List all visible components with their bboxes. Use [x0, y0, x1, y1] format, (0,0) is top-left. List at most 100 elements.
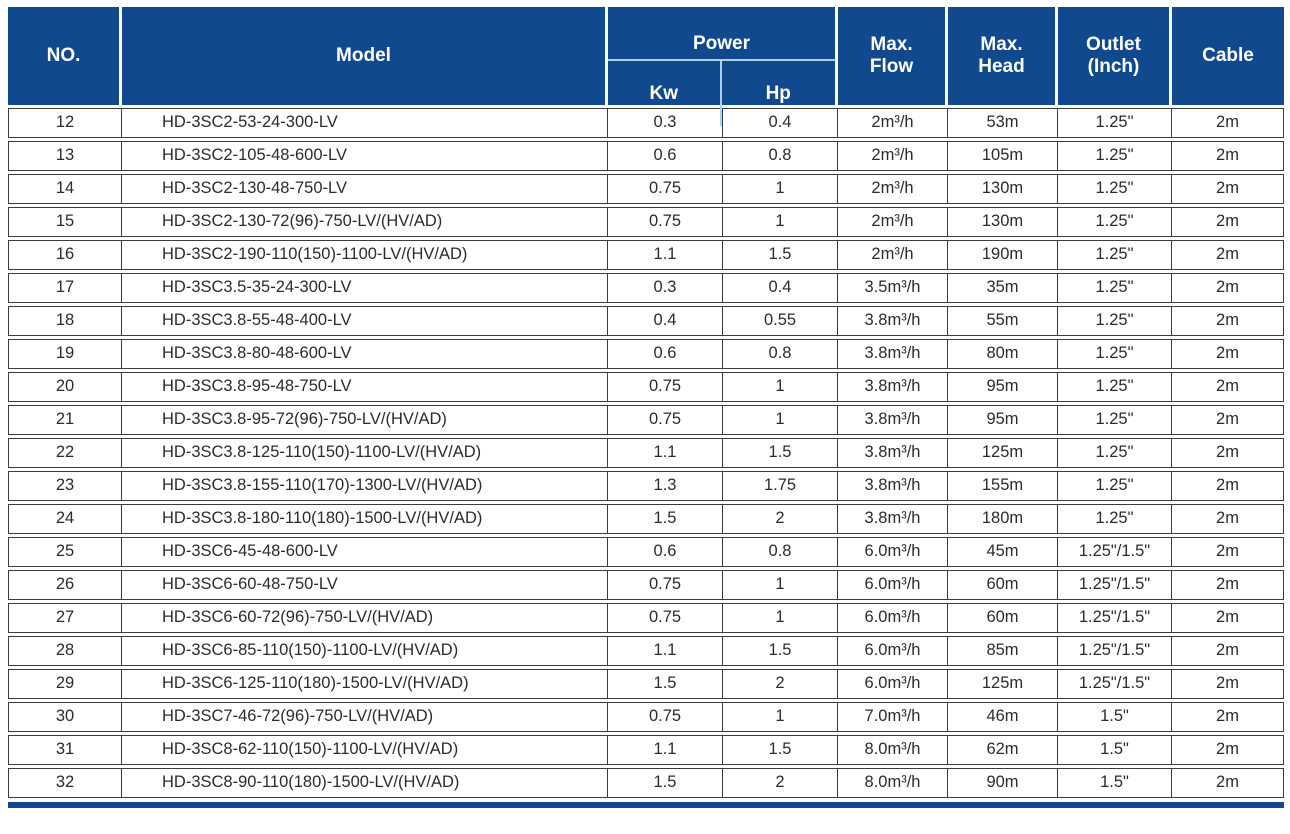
table-row: 26 HD-3SC6-60-48-750-LV 0.75 1 6.0m³/h 6…	[8, 569, 1284, 600]
cell-max-head: 53m	[948, 107, 1058, 138]
cell-no: 20	[8, 371, 122, 402]
cell-outlet: 1.25"	[1058, 470, 1172, 501]
cell-cable: 2m	[1172, 173, 1284, 204]
table-row: 27 HD-3SC6-60-72(96)-750-LV/(HV/AD) 0.75…	[8, 602, 1284, 633]
table-body: 1 2 HD-3SC2-53-24-300-LV 0.3 0.4 2m³/h 53…	[8, 107, 1284, 798]
header-model: Model	[122, 7, 608, 105]
cell-max-head: 45m	[948, 536, 1058, 567]
cell-kw: 0.3	[608, 272, 723, 303]
cell-hp: 2	[723, 668, 838, 699]
header-cable: Cable	[1172, 7, 1284, 105]
cell-max-head: 35m	[948, 272, 1058, 303]
cell-max-flow: 6.0m³/h	[838, 569, 948, 600]
power-subheaders: Kw Hp	[608, 60, 835, 127]
cell-kw: 0.75	[608, 173, 723, 204]
cell-max-flow: 3.8m³/h	[838, 371, 948, 402]
header-max-head: Max. Head	[948, 7, 1058, 105]
cell-model: HD-3SC3.8-125-110(150)-1100-LV/(HV/AD)	[122, 437, 608, 468]
cell-cable: 2m	[1172, 206, 1284, 237]
cell-max-flow: 3.8m³/h	[838, 338, 948, 369]
cell-cable: 2m	[1172, 536, 1284, 567]
cell-model: HD-3SC6-125-110(180)-1500-LV/(HV/AD)	[122, 668, 608, 699]
cell-outlet: 1.25"	[1058, 404, 1172, 435]
cell-outlet: 1.25"/1.5"	[1058, 635, 1172, 666]
cell-kw: 0.75	[608, 701, 723, 732]
cell-kw: 1.1	[608, 437, 723, 468]
cell-model: HD-3SC3.5-35-24-300-LV	[122, 272, 608, 303]
cell-max-head: 95m	[948, 371, 1058, 402]
cell-model: HD-3SC3.8-55-48-400-LV	[122, 305, 608, 336]
cell-model: HD-3SC2-130-72(96)-750-LV/(HV/AD)	[122, 206, 608, 237]
cell-hp: 1.5	[723, 239, 838, 270]
cell-max-head: 125m	[948, 437, 1058, 468]
cell-hp: 1	[723, 569, 838, 600]
cell-max-flow: 7.0m³/h	[838, 701, 948, 732]
cell-cable: 2m	[1172, 569, 1284, 600]
bottom-accent-bar	[8, 801, 1284, 808]
cell-max-flow: 6.0m³/h	[838, 668, 948, 699]
cell-kw: 1.1	[608, 734, 723, 765]
cell-max-flow: 2m³/h	[838, 206, 948, 237]
cell-outlet: 1.25"	[1058, 272, 1172, 303]
cell-hp: 2	[723, 767, 838, 798]
pump-spec-table: NO. Model Power Kw Hp Max. Flow Max. Hea…	[8, 4, 1284, 801]
cell-max-head: 55m	[948, 305, 1058, 336]
cell-max-head: 46m	[948, 701, 1058, 732]
cell-cable: 2m	[1172, 437, 1284, 468]
cell-cable: 2m	[1172, 338, 1284, 369]
cell-kw: 0.6	[608, 140, 723, 171]
cell-max-flow: 3.5m³/h	[838, 272, 948, 303]
cell-max-head: 105m	[948, 140, 1058, 171]
cell-outlet: 1.25"	[1058, 140, 1172, 171]
cell-cable: 2m	[1172, 140, 1284, 171]
cell-no: 14	[8, 173, 122, 204]
cell-no: 15	[8, 206, 122, 237]
cell-no: 16	[8, 239, 122, 270]
table-header: NO. Model Power Kw Hp Max. Flow Max. Hea…	[8, 7, 1284, 127]
cell-model: HD-3SC6-60-72(96)-750-LV/(HV/AD)	[122, 602, 608, 633]
cell-model: HD-3SC8-62-110(150)-1100-LV/(HV/AD)	[122, 734, 608, 765]
cell-outlet: 1.25"	[1058, 338, 1172, 369]
cell-model: HD-3SC3.8-155-110(170)-1300-LV/(HV/AD)	[122, 470, 608, 501]
header-power-group: Power Kw Hp	[608, 7, 838, 127]
cell-outlet: 1.25"	[1058, 173, 1172, 204]
cell-no: 31	[8, 734, 122, 765]
cell-max-flow: 2m³/h	[838, 173, 948, 204]
cell-kw: 1.5	[608, 767, 723, 798]
cell-hp: 1	[723, 206, 838, 237]
cell-hp: 1	[723, 173, 838, 204]
cell-kw: 0.75	[608, 569, 723, 600]
cell-model: HD-3SC2-130-48-750-LV	[122, 173, 608, 204]
cell-model: HD-3SC3.8-95-48-750-LV	[122, 371, 608, 402]
cell-model: HD-3SC2-53-24-300-LV	[122, 107, 608, 138]
table-row: 21 HD-3SC3.8-95-72(96)-750-LV/(HV/AD) 0.…	[8, 404, 1284, 435]
cell-kw: 0.75	[608, 206, 723, 237]
cell-max-flow: 2m³/h	[838, 140, 948, 171]
cell-max-flow: 3.8m³/h	[838, 305, 948, 336]
cell-kw: 0.75	[608, 602, 723, 633]
table-row: 19 HD-3SC3.8-80-48-600-LV 0.6 0.8 3.8m³/…	[8, 338, 1284, 369]
cell-hp: 1	[723, 404, 838, 435]
header-no: NO.	[8, 7, 122, 105]
cell-cable: 2m	[1172, 668, 1284, 699]
cell-no: 23	[8, 470, 122, 501]
cell-hp: 0.55	[723, 305, 838, 336]
cell-hp: 0.4	[723, 107, 838, 138]
cell-hp: 0.4	[723, 272, 838, 303]
cell-outlet: 1.25"	[1058, 107, 1172, 138]
cell-max-head: 80m	[948, 338, 1058, 369]
cell-hp: 0.8	[723, 536, 838, 567]
cell-outlet: 1.25"	[1058, 437, 1172, 468]
table-row: 20 HD-3SC3.8-95-48-750-LV 0.75 1 3.8m³/h…	[8, 371, 1284, 402]
table-row: 28 HD-3SC6-85-110(150)-1100-LV/(HV/AD) 1…	[8, 635, 1284, 666]
cell-max-flow: 8.0m³/h	[838, 767, 948, 798]
cell-no: 22	[8, 437, 122, 468]
cell-no: 26	[8, 569, 122, 600]
cell-outlet: 1.25"	[1058, 305, 1172, 336]
cell-kw: 1.1	[608, 239, 723, 270]
cell-cable: 2m	[1172, 272, 1284, 303]
cell-model: HD-3SC8-90-110(180)-1500-LV/(HV/AD)	[122, 767, 608, 798]
cell-max-flow: 6.0m³/h	[838, 536, 948, 567]
power-block: Power Kw Hp	[608, 29, 835, 127]
cell-cable: 2m	[1172, 635, 1284, 666]
